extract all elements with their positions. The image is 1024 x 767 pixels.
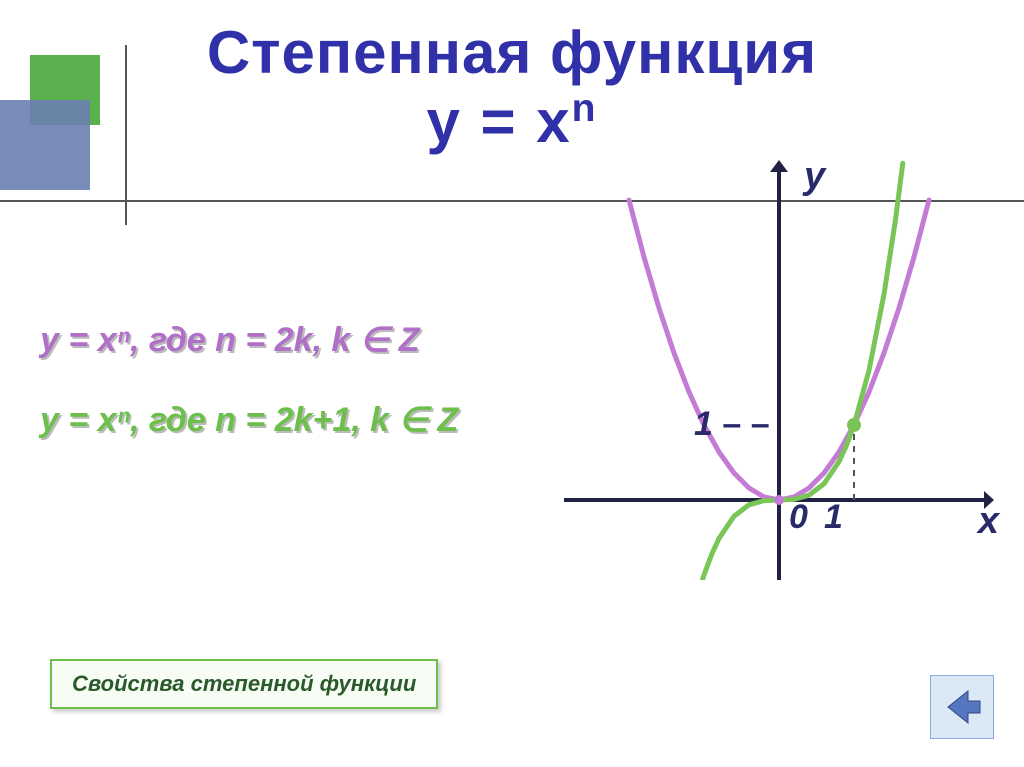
power-function-chart: y x 1 – – 0 1 <box>564 160 994 580</box>
tick-origin: 0 <box>789 498 808 537</box>
arrow-left-icon <box>940 685 984 729</box>
equation-odd: y = xⁿ, где n = 2k+1, k ∈ Z <box>40 400 458 440</box>
y-axis-label: y <box>804 155 825 198</box>
deco-square-blue <box>0 100 90 190</box>
slide-decoration <box>0 45 180 245</box>
x-axis-label: x <box>978 500 999 543</box>
tick-one-y: 1 – – <box>694 405 770 444</box>
nav-back-button[interactable] <box>930 675 994 739</box>
equation-even: y = xⁿ, где n = 2k, k ∈ Z <box>40 320 420 360</box>
tick-one-x: 1 <box>824 498 843 537</box>
properties-link-button[interactable]: Свойства степенной функции <box>50 659 438 709</box>
